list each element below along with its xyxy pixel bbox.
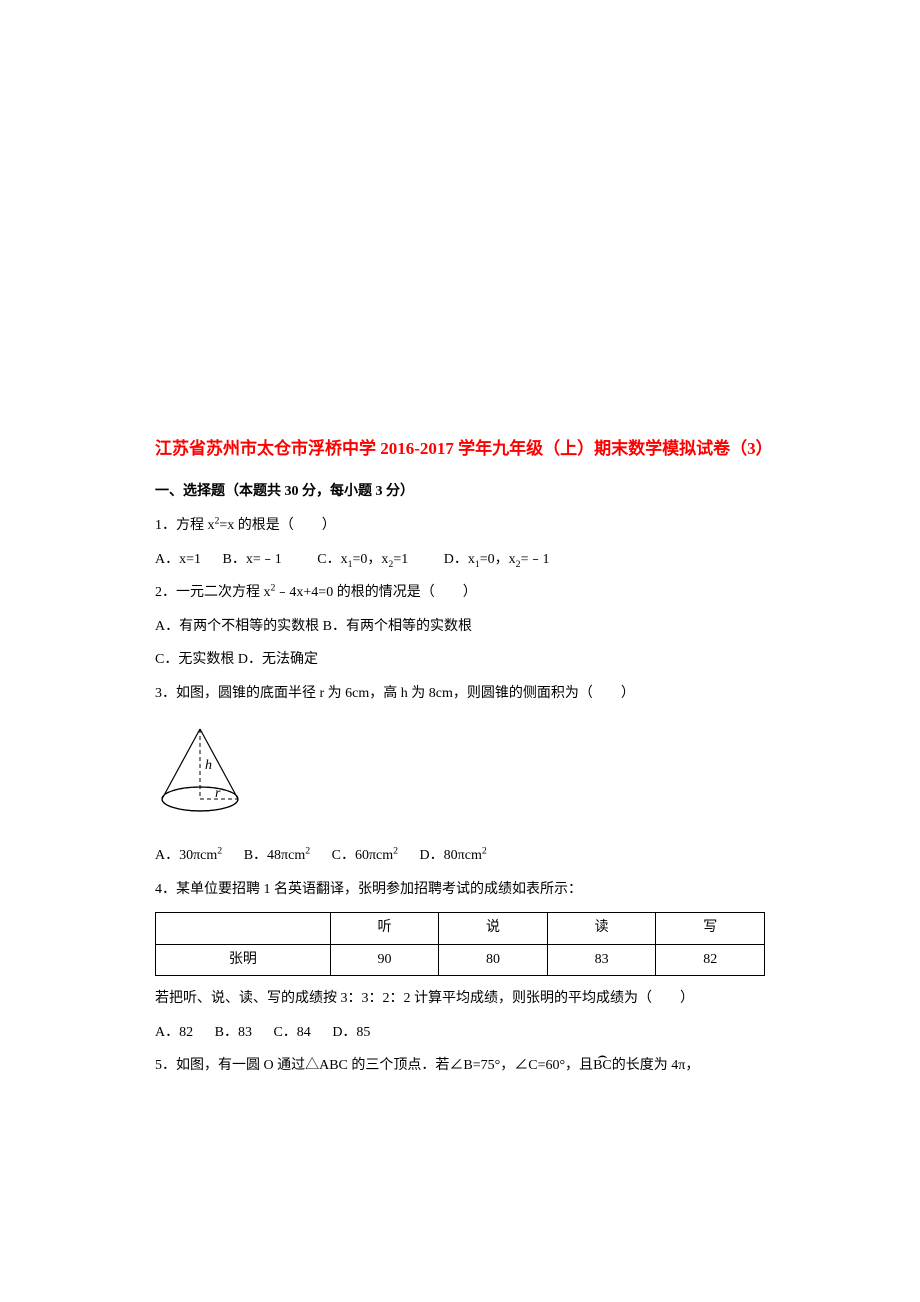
section-header: 一、选择题（本题共 30 分，每小题 3 分） <box>155 475 765 509</box>
table-header-speak: 说 <box>439 913 548 944</box>
arc-bc: BC <box>593 1049 612 1083</box>
q3-sup-a: 2 <box>217 845 222 856</box>
q2-opt-b: B．有两个相等的实数根 <box>323 619 472 634</box>
question-4-note: 若把听、说、读、写的成绩按 3：3：2：2 计算平均成绩，则张明的平均成绩为（ … <box>155 982 765 1016</box>
q4-opt-b: B．83 <box>215 1025 252 1040</box>
question-2-options-line2: C．无实数根 D．无法确定 <box>155 643 765 677</box>
table-header-write: 写 <box>656 913 765 944</box>
q3-opt-d: D．80πcm <box>420 848 482 863</box>
q3-opt-c: C．60πcm <box>332 848 394 863</box>
table-val-listen: 90 <box>330 944 439 975</box>
question-4-options: A．82 B．83 C．84 D．85 <box>155 1016 765 1050</box>
q1-opt-c-pre: C．x <box>317 552 347 567</box>
score-table: 听 说 读 写 张明 90 80 83 82 <box>155 912 765 976</box>
q1-opt-d-mid: =0，x <box>480 552 516 567</box>
q3-opt-b: B．48πcm <box>244 848 306 863</box>
cone-h-label: h <box>205 758 212 773</box>
question-5: 5．如图，有一圆 O 通过△ABC 的三个顶点．若∠B=75°，∠C=60°，且… <box>155 1049 765 1083</box>
table-val-write: 82 <box>656 944 765 975</box>
q5-stem-pre: 5．如图，有一圆 O 通过△ABC 的三个顶点．若∠B=75°，∠C=60°，且 <box>155 1058 593 1073</box>
table-header-read: 读 <box>547 913 656 944</box>
q3-opt-a: A．30πcm <box>155 848 217 863</box>
table-header-listen: 听 <box>330 913 439 944</box>
question-3: 3．如图，圆锥的底面半径 r 为 6cm，高 h 为 8cm，则圆锥的侧面积为（… <box>155 677 765 711</box>
cone-figure: h r <box>155 721 765 830</box>
q2-opt-c: C．无实数根 <box>155 652 234 667</box>
q1-opt-c-mid: =0，x <box>353 552 389 567</box>
question-4: 4．某单位要招聘 1 名英语翻译，张明参加招聘考试的成绩如表所示： <box>155 873 765 907</box>
q2-opt-d: D．无法确定 <box>238 652 318 667</box>
table-header-row: 听 说 读 写 <box>156 913 765 944</box>
q2-stem-pre: 2．一元二次方程 x <box>155 585 271 600</box>
cone-r-label: r <box>215 786 221 801</box>
q3-sup-c: 2 <box>393 845 398 856</box>
question-3-options: A．30πcm2 B．48πcm2 C．60πcm2 D．80πcm2 <box>155 839 765 873</box>
q1-opt-b: B．x=﹣1 <box>223 552 282 567</box>
q1-opt-a: A．x=1 <box>155 552 201 567</box>
question-1: 1．方程 x2=x 的根是（ ） <box>155 509 765 543</box>
q1-opt-d-end: =﹣1 <box>521 552 550 567</box>
q2-stem-after: ﹣4x+4=0 的根的情况是（ ） <box>275 585 476 600</box>
table-data-row: 张明 90 80 83 82 <box>156 944 765 975</box>
question-2: 2．一元二次方程 x2﹣4x+4=0 的根的情况是（ ） <box>155 576 765 610</box>
question-1-options: A．x=1 B．x=﹣1 C．x1=0，x2=1 D．x1=0，x2=﹣1 <box>155 543 765 577</box>
question-2-options-line1: A．有两个不相等的实数根 B．有两个相等的实数根 <box>155 610 765 644</box>
q1-stem-after: =x 的根是（ ） <box>219 518 335 533</box>
q3-sup-b: 2 <box>305 845 310 856</box>
table-name: 张明 <box>156 944 331 975</box>
q3-sup-d: 2 <box>482 845 487 856</box>
q4-opt-d: D．85 <box>332 1025 370 1040</box>
q5-stem-post: 的长度为 4π， <box>612 1058 700 1073</box>
q1-opt-c-end: =1 <box>393 552 408 567</box>
q2-opt-a: A．有两个不相等的实数根 <box>155 619 319 634</box>
table-header-blank <box>156 913 331 944</box>
q1-stem-pre: 1．方程 x <box>155 518 215 533</box>
table-val-read: 83 <box>547 944 656 975</box>
q4-opt-c: C．84 <box>273 1025 310 1040</box>
q1-opt-d-pre: D．x <box>444 552 475 567</box>
q4-opt-a: A．82 <box>155 1025 193 1040</box>
exam-title: 江苏省苏州市太仓市浮桥中学 2016-2017 学年九年级（上）期末数学模拟试卷… <box>155 430 765 467</box>
table-val-speak: 80 <box>439 944 548 975</box>
